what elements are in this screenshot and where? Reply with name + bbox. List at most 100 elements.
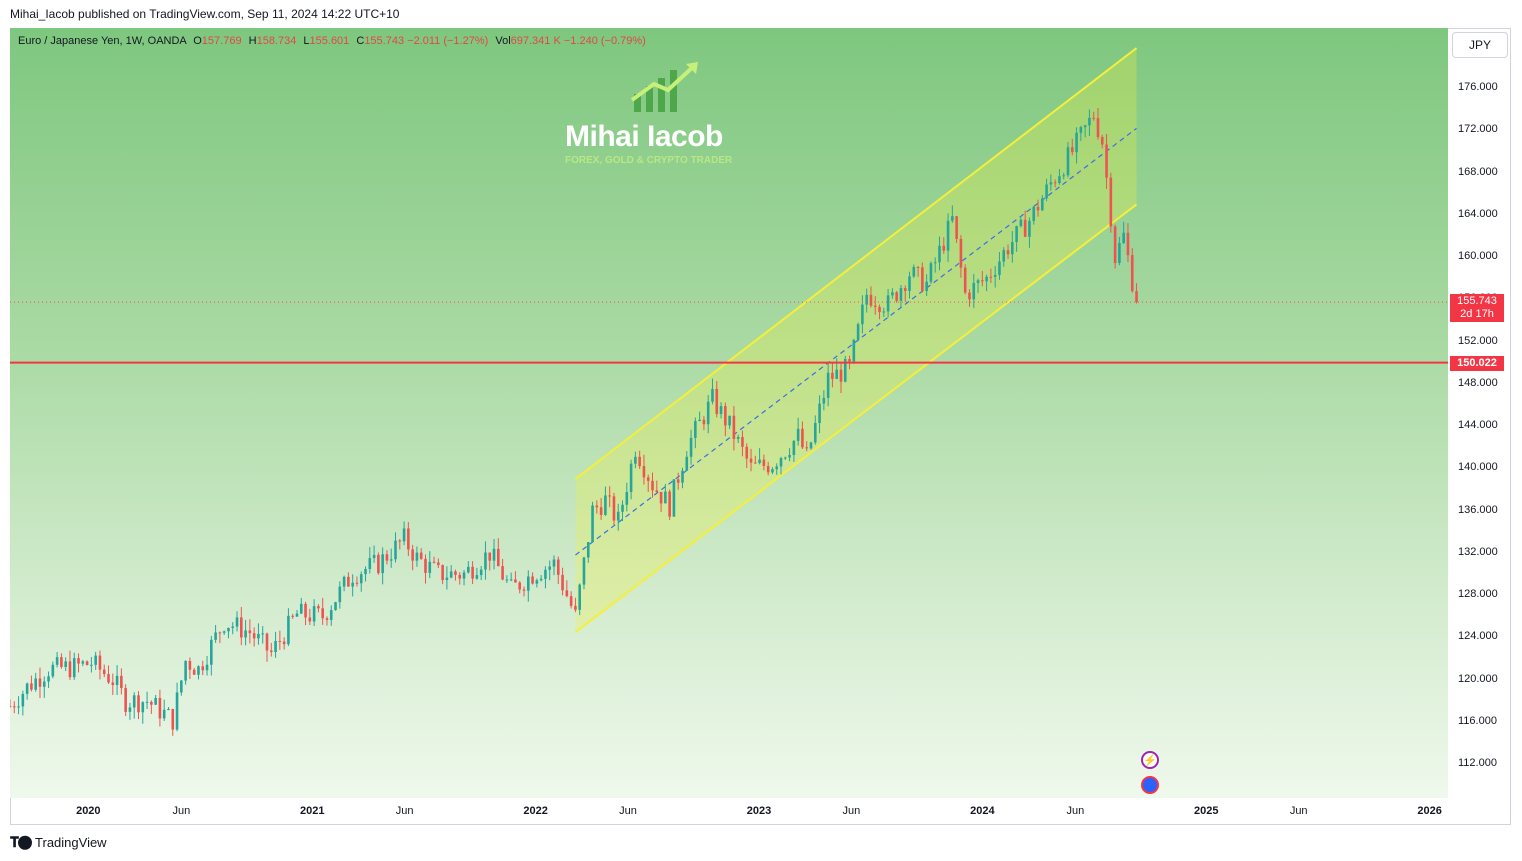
candle [205, 655, 209, 676]
candle [475, 567, 479, 580]
candle [788, 448, 791, 462]
candle [638, 450, 641, 469]
candle [98, 650, 102, 680]
candle [235, 611, 239, 632]
candle [801, 421, 804, 449]
candle [1092, 111, 1096, 121]
candle [171, 708, 175, 736]
candle [261, 626, 265, 644]
candle [299, 597, 303, 614]
candle [34, 672, 38, 692]
time-tick-label: 2026 [1417, 805, 1442, 817]
lightning-event-icon[interactable]: ⚡ [1141, 751, 1159, 769]
candle [184, 660, 187, 685]
candle [102, 664, 106, 678]
tradingview-logo-icon: 𝐓⬤ [10, 834, 32, 850]
chart-plot-area[interactable] [10, 28, 1448, 798]
economic-event-icon[interactable] [1141, 776, 1159, 794]
last-price-value: 155.743 [1457, 295, 1497, 308]
volume-value: 697.341 K [510, 35, 561, 47]
candle [629, 459, 633, 500]
candle [1075, 127, 1078, 164]
candle [891, 288, 894, 299]
candle [1109, 172, 1113, 233]
channel-upper-line [574, 47, 1138, 480]
candle [556, 556, 560, 584]
candle [1036, 199, 1040, 217]
candle [1100, 134, 1104, 149]
time-tick-label: Jun [395, 805, 414, 817]
currency-button[interactable]: JPY [1452, 32, 1508, 58]
time-tick-label: 2024 [970, 805, 995, 817]
candle [548, 560, 552, 581]
candle [604, 486, 607, 516]
candle [141, 701, 145, 724]
candle [963, 264, 967, 295]
candle [137, 691, 140, 720]
bull-chart-logo-icon [630, 62, 698, 112]
price-tick-label: 132.000 [1458, 545, 1498, 558]
candle [471, 561, 474, 584]
candle [248, 619, 252, 644]
candle [766, 461, 770, 476]
candle [55, 651, 59, 668]
candle [779, 456, 783, 475]
candle [574, 597, 577, 613]
candle [21, 690, 25, 716]
candle [10, 699, 12, 708]
candle [976, 278, 980, 293]
candle [694, 417, 697, 449]
candle [295, 609, 299, 617]
candle [188, 657, 192, 679]
candle [488, 552, 492, 571]
candle [865, 288, 868, 313]
candle [1058, 169, 1061, 185]
candle [552, 555, 556, 576]
candle [192, 667, 196, 675]
candle [154, 694, 157, 705]
candle [30, 675, 33, 692]
candle [526, 570, 530, 602]
candle [749, 448, 753, 472]
candle [51, 661, 55, 679]
candle [1122, 221, 1125, 245]
candle [993, 265, 997, 288]
candle [1088, 109, 1091, 137]
candle [921, 262, 924, 293]
candle [252, 627, 256, 647]
candle [758, 448, 761, 465]
price-tick-label: 112.000 [1458, 757, 1497, 770]
candle [1096, 107, 1100, 140]
candle [317, 604, 320, 613]
price-tick-label: 116.000 [1458, 714, 1497, 727]
candle [916, 266, 920, 277]
candle [17, 696, 20, 715]
candle [998, 251, 1001, 280]
candle [796, 417, 800, 446]
price-tick-label: 148.000 [1458, 376, 1498, 389]
candle [685, 451, 689, 472]
candle [278, 630, 282, 650]
candle [12, 701, 16, 714]
high-value: 158.734 [256, 35, 297, 47]
candle [1066, 142, 1070, 178]
watermark-name: Mihai Iacob [565, 120, 723, 153]
time-tick-label: 2021 [300, 805, 325, 817]
candle [586, 542, 590, 563]
candle [659, 491, 663, 513]
candle [942, 237, 946, 254]
candle [582, 556, 586, 590]
candle [244, 619, 247, 646]
candle [274, 631, 277, 658]
candle [1070, 138, 1074, 156]
candle [90, 656, 93, 673]
candle [458, 572, 462, 585]
candle [612, 492, 616, 526]
candle [231, 622, 235, 635]
candle [676, 472, 680, 490]
candle [719, 402, 723, 419]
time-tick-label: 2023 [746, 805, 772, 817]
candle [227, 627, 230, 639]
candle [501, 558, 504, 581]
